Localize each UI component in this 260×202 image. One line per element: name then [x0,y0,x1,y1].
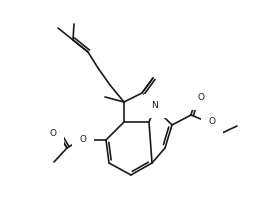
Text: O: O [209,118,216,126]
Text: O: O [80,136,87,144]
Text: N: N [152,101,158,110]
Text: O: O [198,94,205,102]
Text: O: O [49,128,56,138]
Text: H: H [160,101,166,110]
